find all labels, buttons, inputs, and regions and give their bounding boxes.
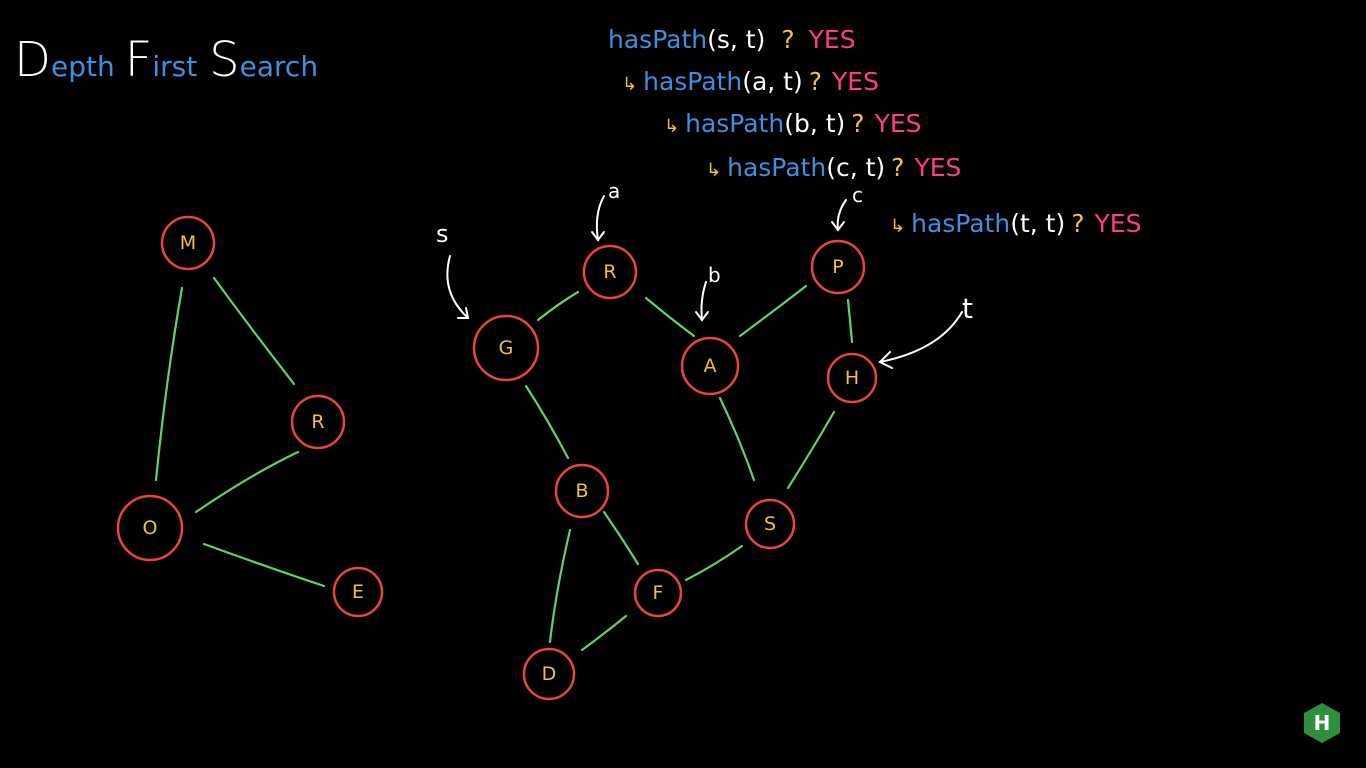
annotation-c-label: c (852, 183, 863, 207)
svg-text:M: M (180, 232, 196, 254)
graph-node-g: G (472, 314, 540, 382)
svg-text:S: S (764, 513, 776, 535)
title-rest-d: epth (51, 50, 115, 83)
edge-r-a (644, 296, 696, 338)
svg-text:R: R (603, 261, 616, 283)
annotation-b-arrow (700, 281, 707, 321)
edge-b-d (548, 528, 572, 644)
right-graph-nodes: R G A P H B S F (472, 239, 878, 701)
graph-node-d: D (522, 647, 576, 701)
graph-node-f: F (633, 568, 683, 618)
title-letter-d: D (14, 32, 51, 88)
call-line-4: ↳ hasPath(c, t)? YES (706, 153, 961, 182)
graph-node-a: A (680, 336, 740, 396)
annotation-t-arrow (879, 311, 963, 363)
edge-a-p (738, 284, 808, 338)
graph-node-m: M (160, 215, 216, 271)
svg-text:A: A (704, 355, 717, 377)
graph-node-r2: R (582, 244, 638, 300)
graph-node-b: B (554, 463, 610, 519)
svg-text:H: H (845, 367, 859, 389)
edge-b-f (602, 510, 640, 566)
edge-g-r (536, 290, 580, 322)
annotation-c-arrow (836, 199, 847, 231)
svg-text:F: F (653, 582, 664, 604)
call-stack: hasPath(s, t)? YES ↳ hasPath(a, t)? YES ↳ ha… (608, 25, 1141, 238)
page-title: Depth First Search (14, 32, 318, 88)
edge-s-f (684, 544, 744, 582)
edge-o-r (194, 450, 300, 514)
left-graph-edges (154, 276, 326, 588)
edge-a-s (718, 396, 756, 482)
edge-o-e (202, 542, 326, 588)
edge-m-o (154, 286, 184, 482)
annotation-t-label: t (962, 292, 973, 325)
edge-m-r (212, 276, 296, 386)
svg-text:G: G (499, 337, 514, 359)
title-rest-s: earch (240, 50, 318, 83)
edge-f-d (580, 614, 628, 652)
annotations: s a b c t (436, 179, 973, 369)
svg-text:H: H (1314, 711, 1331, 735)
graph-node-r: R (290, 394, 346, 450)
call-line-3: ↳ hasPath(b, t)? YES (664, 109, 922, 138)
svg-text:D: D (542, 663, 557, 685)
svg-text:R: R (311, 411, 324, 433)
call-line-2: ↳ hasPath(a, t)? YES (622, 67, 879, 96)
svg-text:O: O (143, 517, 158, 539)
svg-text:B: B (575, 480, 588, 502)
title-letter-f: F (125, 32, 153, 88)
title-rest-f: irst (152, 50, 197, 83)
annotation-b-label: b (708, 263, 721, 287)
title-letter-s: S (209, 32, 239, 88)
hackerrank-logo: H (1304, 703, 1340, 743)
svg-text:P: P (832, 256, 843, 278)
edge-g-b (524, 384, 570, 460)
left-graph-nodes: M R O E (116, 215, 384, 618)
svg-text:E: E (352, 581, 364, 603)
graph-node-o: O (116, 494, 184, 562)
annotation-s-label: s (436, 220, 449, 248)
right-graph-edges (524, 284, 854, 652)
graph-node-s: S (744, 498, 796, 550)
annotation-a-label: a (608, 179, 620, 203)
graph-node-p: P (810, 239, 866, 295)
edge-h-s (786, 410, 836, 490)
annotation-a-arrow (595, 195, 605, 241)
graph-node-e: E (332, 566, 384, 618)
call-line-1: hasPath(s, t)? YES (608, 25, 856, 54)
call-line-5: ↳ hasPath(t, t)? YES (890, 209, 1141, 238)
graph-node-h: H (826, 352, 878, 404)
annotation-s-arrow (446, 255, 469, 319)
edge-p-h (846, 298, 854, 344)
